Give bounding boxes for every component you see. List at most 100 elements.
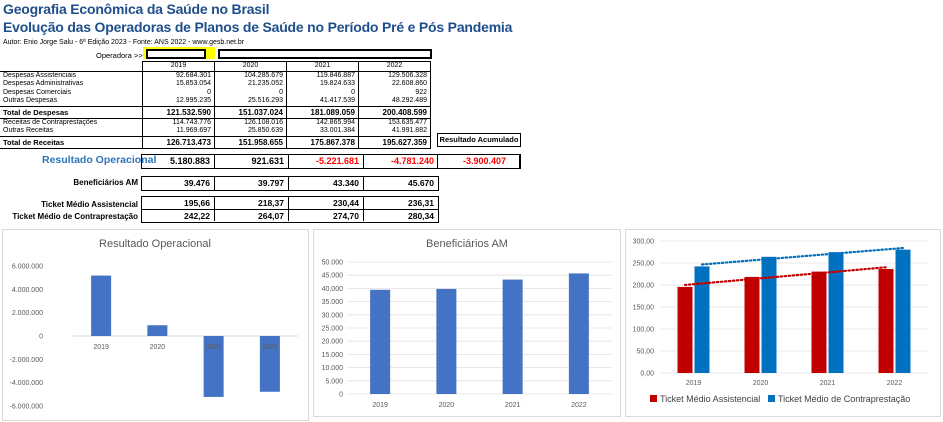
y-tick-label: 10.000 [322, 365, 344, 372]
operadora-label: Operadora >>> [96, 51, 148, 60]
y-tick-label: 15.000 [322, 352, 344, 359]
x-tick-label: 2022 [571, 402, 587, 409]
row-label: Receitas de Contraprestações [0, 117, 143, 127]
bar [761, 256, 777, 373]
y-tick-label: 50,00 [636, 349, 654, 356]
resultado-2019: 5.180.883 [169, 156, 210, 166]
x-tick-label: 2019 [686, 380, 702, 387]
bar [147, 325, 168, 336]
row-value: 175.867.378 [286, 135, 359, 149]
year-header: 2020 [214, 61, 287, 72]
row-value: 22.608.860 [358, 80, 431, 89]
bar [744, 276, 760, 373]
row-value: 19.824.633 [286, 80, 359, 89]
row-value: 48.292.489 [358, 97, 431, 106]
y-tick-label: 0 [339, 392, 343, 399]
bar [568, 273, 589, 394]
row-value: 41.417.539 [286, 97, 359, 106]
y-tick-label: 2.000.000 [12, 310, 43, 317]
row-label: Despesas Administrativas [3, 80, 84, 87]
bar [895, 249, 911, 373]
row-label: Total de Receitas [0, 135, 143, 149]
resultado-acumulado-value: -3.900.407 [462, 156, 506, 166]
beneficiarios-label: Beneficiários AM [73, 178, 138, 187]
x-tick-label: 2021 [820, 380, 836, 387]
row-label: Outras Despesas [3, 97, 58, 104]
y-tick-label: -6.000.000 [10, 404, 44, 411]
row-value: 12.995.235 [142, 97, 215, 106]
x-tick-label: 2022 [887, 380, 903, 387]
bar [259, 336, 280, 392]
ticket-assist-2022: 236,31 [363, 197, 438, 209]
y-tick-label: 4.000.000 [12, 287, 43, 294]
financial-table-body: Despesas Assistenciais 92.684.301 104.285.… [0, 70, 431, 149]
bar [878, 269, 894, 373]
row-value: 21.235.052 [214, 80, 287, 89]
chart-title: Beneficiários AM [426, 238, 508, 250]
row-label: Total de Despesas [0, 105, 143, 119]
row-value: 0 [142, 88, 215, 97]
bar [436, 288, 457, 394]
row-value: 33.001.384 [286, 127, 359, 136]
row-value: 25.850.639 [214, 127, 287, 136]
ticket-contra-2019: 242,22 [142, 209, 214, 221]
page-subtitle: Evolução das Operadoras de Planos de Saú… [3, 19, 513, 35]
ticket-assist-2019: 195,66 [184, 198, 210, 208]
x-tick-label: 2020 [439, 402, 455, 409]
resultado-2020: 921.631 [214, 155, 288, 168]
page-title: Geografia Econômica da Saúde no Brasil [3, 1, 270, 17]
legend-label: Ticket Médio de Contraprestação [778, 394, 910, 404]
y-tick-label: 50.000 [322, 260, 344, 267]
beneficiarios-2022: 45.670 [363, 177, 438, 190]
operadora-name-input[interactable] [218, 49, 432, 59]
resultado-acumulado-label: Resultado Acumulado [437, 133, 521, 147]
y-tick-label: 250,00 [633, 261, 655, 268]
row-value: 126.713.473 [142, 135, 215, 149]
beneficiarios-2021: 43.340 [288, 177, 363, 190]
table-row: Outras Receitas 11.969.697 25.850.639 33.00… [0, 127, 431, 136]
row-value: 119.846.887 [286, 70, 359, 80]
row-label: Despesas Comerciais [3, 88, 72, 96]
resultado-2022: -4.781.240 [363, 155, 438, 168]
y-tick-label: 150,00 [633, 305, 655, 312]
operadora-code-input[interactable] [146, 49, 206, 59]
beneficiarios-2020: 39.797 [214, 177, 288, 190]
bar [502, 279, 523, 394]
ticket-contra-2021: 274,70 [288, 209, 363, 221]
row-value: 121.532.590 [142, 105, 215, 119]
y-tick-label: 200,00 [633, 283, 655, 290]
row-value: 151.958.655 [214, 135, 287, 149]
legend-swatch [650, 395, 657, 402]
bar [828, 252, 844, 373]
x-tick-label: 2021 [206, 344, 222, 351]
row-value: 92.684.301 [142, 70, 215, 80]
chart-resultado-svg: Resultado Operacional 6.000.000 4.000.000 2… [10, 238, 298, 411]
chart-ticket-svg: 0,00 50,00 100,00 150,00 200,00 250,00 300,00 2… [633, 239, 928, 404]
ticket-assist-2020: 218,37 [214, 197, 288, 209]
table-row: Despesas Administrativas 15.853.054 21.235… [0, 80, 431, 89]
ticket-contra-2022: 280,34 [363, 209, 438, 221]
bar [677, 286, 693, 373]
ticket-rows: 195,66 218,37 230,44 236,31 242,22 264,0… [141, 196, 439, 223]
chart-beneficiarios-svg: Beneficiários AM 0 5.000 10.000 15.000 20.000… [322, 238, 612, 409]
y-tick-label: 45.000 [322, 273, 344, 280]
y-tick-label: 100,00 [633, 327, 655, 334]
y-tick-label: 40.000 [322, 286, 344, 293]
chart-resultado-operacional: Resultado Operacional 6.000.000 4.000.000 2… [2, 229, 309, 421]
financial-table: 2019 2020 2021 2022 Despesas Assistencia… [0, 61, 431, 149]
bar [370, 289, 391, 394]
row-value: 200.408.599 [358, 105, 431, 119]
header-spacer [0, 62, 143, 72]
table-row: Despesas Assistenciais 92.684.301 104.285.… [0, 70, 431, 80]
y-tick-label: -4.000.000 [10, 380, 44, 387]
row-value: 104.285.679 [214, 70, 287, 80]
y-tick-label: 25.000 [322, 326, 344, 333]
resultado-2021: -5.221.681 [288, 155, 363, 168]
table-row: Receitas de Contraprestações 114.743.776 1… [0, 117, 431, 127]
y-tick-label: 20.000 [322, 339, 344, 346]
y-tick-label: 6.000.000 [12, 264, 43, 271]
row-value: 181.089.059 [286, 105, 359, 119]
x-tick-label: 2021 [505, 402, 521, 409]
x-tick-label: 2019 [93, 344, 109, 351]
resultado-acumulado-box: -3.900.407 [437, 154, 521, 169]
